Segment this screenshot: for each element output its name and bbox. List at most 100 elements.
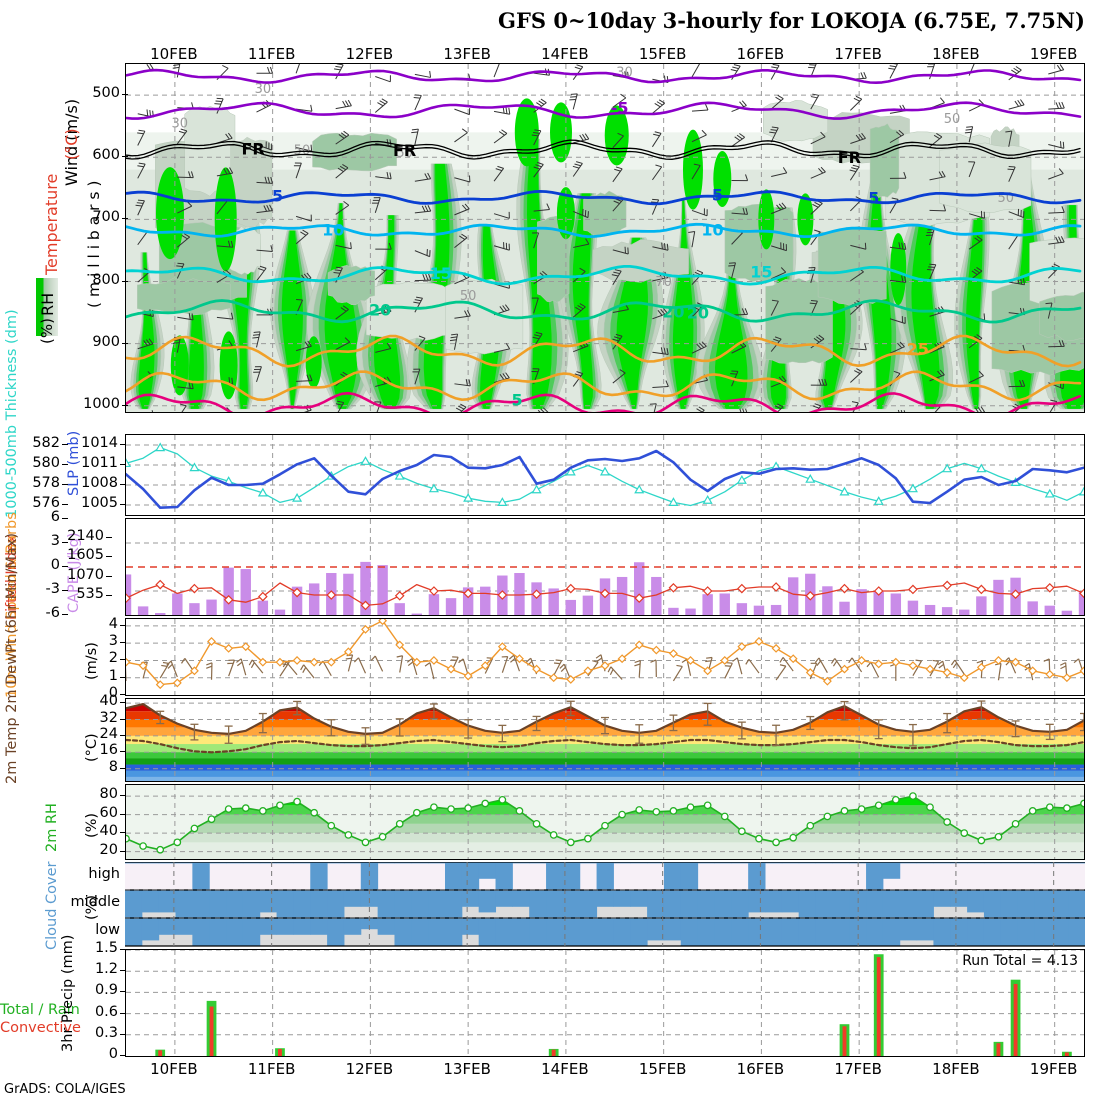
slp-tick-mark-2 xyxy=(120,484,126,485)
cape-tick-2: 1070 xyxy=(67,566,104,583)
svg-text:20: 20 xyxy=(687,304,709,323)
run-total-annotation: Run Total = 4.13 xyxy=(962,953,1078,969)
pressure-tick-5: 1000 xyxy=(83,395,120,412)
date-label-11feb: 11FEB xyxy=(247,1060,296,1078)
rh-legend-swatch xyxy=(36,278,58,336)
thickness-tick-0: 582 xyxy=(32,435,60,451)
wind-tick-mark-0 xyxy=(120,624,126,626)
wind10m-panel[interactable] xyxy=(125,618,1085,696)
svg-text:30: 30 xyxy=(255,82,272,97)
lifted-index-tick-mark-1 xyxy=(62,590,68,591)
thickness-tick-mark-0 xyxy=(62,444,68,445)
pressure-tick-mark-5 xyxy=(122,404,128,406)
temp-tick-1: 32 xyxy=(99,709,118,726)
svg-text:10: 10 xyxy=(701,220,723,239)
svg-text:25: 25 xyxy=(907,340,929,359)
axis-label-wind: Wind (m/s) xyxy=(62,98,81,186)
svg-text:20: 20 xyxy=(662,302,684,321)
date-label-12feb: 12FEB xyxy=(345,45,394,63)
wind-tick-3: 1 xyxy=(108,667,118,684)
date-label-15feb: 15FEB xyxy=(638,1060,687,1078)
svg-text:30: 30 xyxy=(171,116,188,131)
temp2m-panel[interactable] xyxy=(125,698,1085,782)
rh2m-panel[interactable] xyxy=(125,784,1085,860)
slp-thickness-panel[interactable] xyxy=(125,434,1085,516)
svg-text:FR: FR xyxy=(838,148,861,167)
svg-text:15: 15 xyxy=(430,264,452,283)
date-label-11feb: 11FEB xyxy=(247,45,296,63)
date-label-13feb: 13FEB xyxy=(443,45,491,63)
pressure-tick-4: 900 xyxy=(92,333,120,350)
rh-tick-1: 60 xyxy=(99,804,118,821)
wind-tick-mark-3 xyxy=(120,676,126,678)
svg-text:5: 5 xyxy=(511,391,522,410)
rh-tick-2: 40 xyxy=(99,823,118,840)
rh-tick-mark-2 xyxy=(120,832,126,834)
date-label-13feb: 13FEB xyxy=(443,1060,491,1078)
precip-tick-4: 0.3 xyxy=(94,1024,118,1041)
thickness-tick-2: 578 xyxy=(32,475,60,491)
lifted-index-tick-mark-4 xyxy=(62,518,68,519)
cape-lifted-index-panel[interactable] xyxy=(125,518,1085,616)
date-label-16feb: 16FEB xyxy=(736,1060,785,1078)
pressure-tick-1: 600 xyxy=(92,147,120,164)
date-label-16feb: 16FEB xyxy=(736,45,785,63)
rh-tick-mark-1 xyxy=(120,813,126,815)
precip-tick-2: 0.9 xyxy=(94,982,118,999)
cape-tick-mark-1 xyxy=(106,556,112,558)
slp-tick-2: 1008 xyxy=(81,475,118,491)
date-label-18feb: 18FEB xyxy=(932,1060,980,1078)
svg-text:5: 5 xyxy=(712,186,723,205)
upper-air-cross-section-panel[interactable]: 30 30 30 50 50 50 50 70 50 -5 FR FR FR 5 5 5 10 10 15 15 20 2… xyxy=(125,63,1085,413)
precip-tick-0: 1.5 xyxy=(94,940,118,956)
date-label-10feb: 10FEB xyxy=(150,1060,198,1078)
axis-label-rh2m: 2m RH xyxy=(44,803,60,852)
top-date-axis: 10FEB 11FEB 12FEB 13FEB 14FEB 15FEB 16FEB 17FEB… xyxy=(125,45,1085,63)
lifted-index-tick-mark-2 xyxy=(62,566,68,567)
cloud-row-label-low: low xyxy=(95,922,120,938)
temp-tick-mark-3 xyxy=(120,751,126,753)
wind-tick-mark-2 xyxy=(120,659,126,661)
rh-tick-3: 20 xyxy=(99,841,118,858)
credit-text: GrADS: COLA/IGES xyxy=(4,1082,126,1097)
svg-text:50: 50 xyxy=(396,146,413,161)
precip-panel[interactable]: Run Total = 4.13 xyxy=(125,949,1085,1057)
cape-tick-mark-3 xyxy=(106,594,112,596)
svg-text:5: 5 xyxy=(868,189,879,208)
date-label-18feb: 18FEB xyxy=(932,45,980,63)
date-label-14feb: 14FEB xyxy=(541,1060,589,1078)
thickness-tick-mark-2 xyxy=(62,484,68,485)
precip-tick-mark-5 xyxy=(120,1055,126,1056)
slp-tick-mark-3 xyxy=(120,504,126,505)
rh-tick-mark-0 xyxy=(120,795,126,797)
bottom-date-axis: 10FEB 11FEB 12FEB 13FEB 14FEB 15FEB 16FEB 17FEB… xyxy=(125,1060,1085,1080)
svg-text:FR: FR xyxy=(393,141,416,160)
svg-text:10: 10 xyxy=(322,220,344,239)
date-label-14feb: 14FEB xyxy=(541,45,589,63)
precip-tick-3: 0.6 xyxy=(94,1003,118,1020)
temp-tick-0: 40 xyxy=(99,693,118,710)
date-label-10feb: 10FEB xyxy=(150,45,198,63)
temp-tick-4: 8 xyxy=(108,758,118,775)
wind-tick-4: 0 xyxy=(108,685,118,701)
axis-label-temperature: Temperature xyxy=(42,173,61,275)
pressure-tick-mark-1 xyxy=(122,156,128,158)
temp-tick-mark-4 xyxy=(120,767,126,769)
axis-label-rh-unit: (%) xyxy=(38,318,56,344)
lifted-index-tick-1: -3 xyxy=(45,581,60,597)
cape-tick-3: 535 xyxy=(76,585,104,602)
axis-label-precip: 3hr Precip (mm) xyxy=(60,934,76,1052)
precip-tick-1: 1.2 xyxy=(94,961,118,978)
slp-tick-mark-0 xyxy=(120,444,126,445)
thickness-tick-1: 580 xyxy=(32,455,60,471)
temp-tick-2: 24 xyxy=(99,725,118,742)
precip-total-legend: Total / Rain xyxy=(0,1002,80,1018)
pressure-tick-3: 800 xyxy=(92,271,120,288)
cape-tick-1: 1605 xyxy=(67,547,104,564)
lifted-index-tick-mark-3 xyxy=(62,542,68,543)
cloud-row-label-middle: middle xyxy=(70,894,120,910)
svg-text:FR: FR xyxy=(241,140,264,159)
page-title: GFS 0~10day 3-hourly for LOKOJA (6.75E, … xyxy=(498,8,1085,33)
cloud-cover-panel[interactable] xyxy=(125,862,1085,948)
pressure-tick-mark-4 xyxy=(122,342,128,344)
